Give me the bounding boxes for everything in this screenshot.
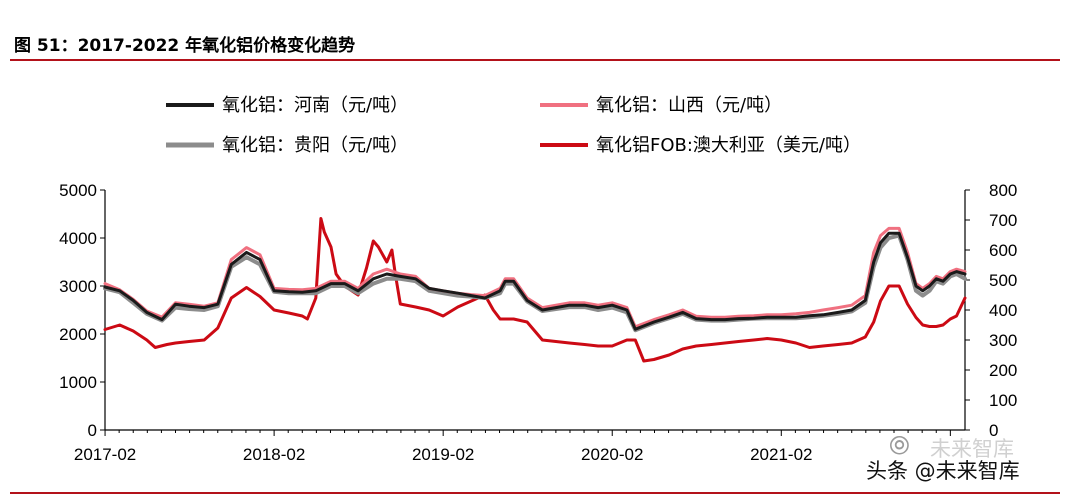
x-tick-label: 2018-02	[243, 445, 305, 464]
legend-label-fob: 氧化铝FOB:澳大利亚（美元/吨）	[596, 135, 861, 156]
bottom-rule	[10, 492, 1060, 494]
series-line-1	[103, 226, 967, 329]
watermark-primary: 头条 @未来智库	[866, 459, 1020, 483]
legend: 氧化铝：河南（元/吨） 氧化铝：山西（元/吨） 氧化铝：贵阳（元/吨） 氧化铝F…	[166, 95, 861, 156]
x-tick-label: 2017-02	[74, 445, 136, 464]
legend-label-shanxi: 氧化铝：山西（元/吨）	[596, 95, 782, 116]
figure-title: 图 51：2017-2022 年氧化铝价格变化趋势	[14, 36, 356, 56]
watermark-secondary: 未来智库	[930, 437, 1014, 461]
series-line-0	[103, 231, 967, 331]
plot-area	[103, 217, 967, 363]
y-left-tick-label: 2000	[59, 325, 97, 344]
y-left-tick-label: 0	[88, 421, 97, 440]
legend-label-guiyang: 氧化铝：贵阳（元/吨）	[222, 135, 408, 156]
y-right-tick-label: 400	[989, 301, 1017, 320]
legend-label-henan: 氧化铝：河南（元/吨）	[222, 95, 408, 116]
y-right-tick-label: 100	[989, 391, 1017, 410]
y-right-tick-label: 300	[989, 331, 1017, 350]
y-left-tick-label: 1000	[59, 373, 97, 392]
axes: 0 1000 2000 3000 4000 5000 0 100 200 300 400 500 600…	[59, 181, 1017, 464]
wechat-icon: ⦾	[889, 431, 910, 461]
top-rule	[10, 59, 1060, 61]
series-line-3	[103, 217, 967, 363]
y-right-tick-label: 0	[989, 421, 998, 440]
y-left-tick-label: 4000	[59, 229, 97, 248]
y-left-tick-label: 5000	[59, 181, 97, 200]
series-line-2	[103, 233, 967, 333]
y-right-tick-label: 600	[989, 241, 1017, 260]
x-tick-label: 2020-02	[581, 445, 643, 464]
y-right-tick-label: 200	[989, 361, 1017, 380]
x-tick-label: 2019-02	[412, 445, 474, 464]
y-right-tick-label: 500	[989, 271, 1017, 290]
x-tick-label: 2021-02	[750, 445, 812, 464]
y-right-tick-label: 700	[989, 211, 1017, 230]
y-left-tick-label: 3000	[59, 277, 97, 296]
y-right-tick-label: 800	[989, 181, 1017, 200]
